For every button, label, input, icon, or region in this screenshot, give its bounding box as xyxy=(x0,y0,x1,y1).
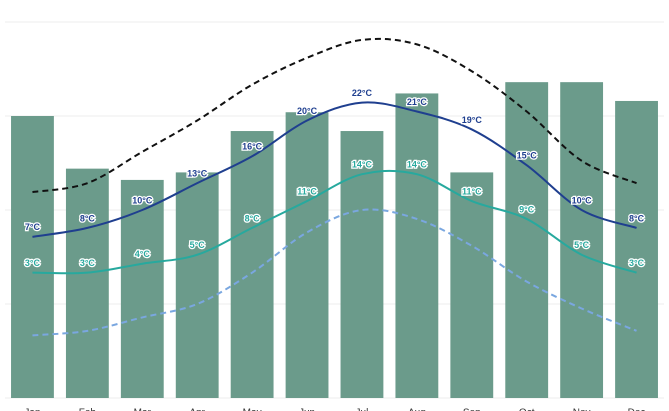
data-label: 5°C xyxy=(190,240,206,250)
x-tick-label: Nov xyxy=(573,408,591,411)
x-tick-label: Jun xyxy=(299,408,315,411)
bar xyxy=(285,112,329,399)
data-label: 14°C xyxy=(352,160,373,170)
data-label: 10°C xyxy=(572,195,593,205)
x-tick-label: Feb xyxy=(79,408,97,411)
bar xyxy=(615,100,658,399)
bar xyxy=(505,82,549,398)
temperature-line xyxy=(32,169,637,275)
x-tick-label: Jan xyxy=(24,408,40,411)
data-label: 14°C xyxy=(407,160,428,170)
data-label: 20°C xyxy=(297,106,318,116)
bar xyxy=(11,116,54,398)
data-label: 16°C xyxy=(242,142,263,152)
bar xyxy=(175,172,219,398)
bar xyxy=(120,179,164,398)
data-label: 15°C xyxy=(517,151,538,161)
data-label: 4°C xyxy=(135,249,151,259)
data-label: 8°C xyxy=(80,213,96,223)
x-tick-label: May xyxy=(243,408,262,411)
bar xyxy=(65,168,109,398)
bar xyxy=(450,172,494,398)
data-label: 13°C xyxy=(187,169,208,179)
data-label: 3°C xyxy=(629,258,645,268)
bar xyxy=(340,131,384,399)
temperature-line xyxy=(32,37,637,194)
data-label: 19°C xyxy=(462,115,483,125)
x-tick-label: Jul xyxy=(356,408,369,411)
x-tick-label: Dec xyxy=(628,408,646,411)
x-tick-label: Sep xyxy=(463,408,481,411)
bar xyxy=(230,131,274,399)
data-label: 8°C xyxy=(629,213,645,223)
x-tick-label: Apr xyxy=(189,408,205,411)
temperature-line xyxy=(32,208,637,337)
data-label: 21°C xyxy=(407,97,428,107)
x-tick-label: Aug xyxy=(408,408,426,411)
data-label: 10°C xyxy=(132,195,153,205)
data-label: 3°C xyxy=(25,258,41,268)
data-label: 9°C xyxy=(519,204,535,214)
data-label: 5°C xyxy=(574,240,590,250)
data-label: 8°C xyxy=(245,213,261,223)
x-tick-label: Mar xyxy=(134,408,152,411)
data-label: 7°C xyxy=(25,222,41,232)
x-tick-label: Oct xyxy=(519,408,535,411)
temperature-line xyxy=(32,101,637,238)
data-label: 11°C xyxy=(462,186,482,196)
bar xyxy=(395,93,439,398)
data-label: 3°C xyxy=(80,258,96,268)
data-label: 11°C xyxy=(297,186,317,196)
data-label: 22°C xyxy=(352,88,373,98)
bar xyxy=(560,82,604,398)
